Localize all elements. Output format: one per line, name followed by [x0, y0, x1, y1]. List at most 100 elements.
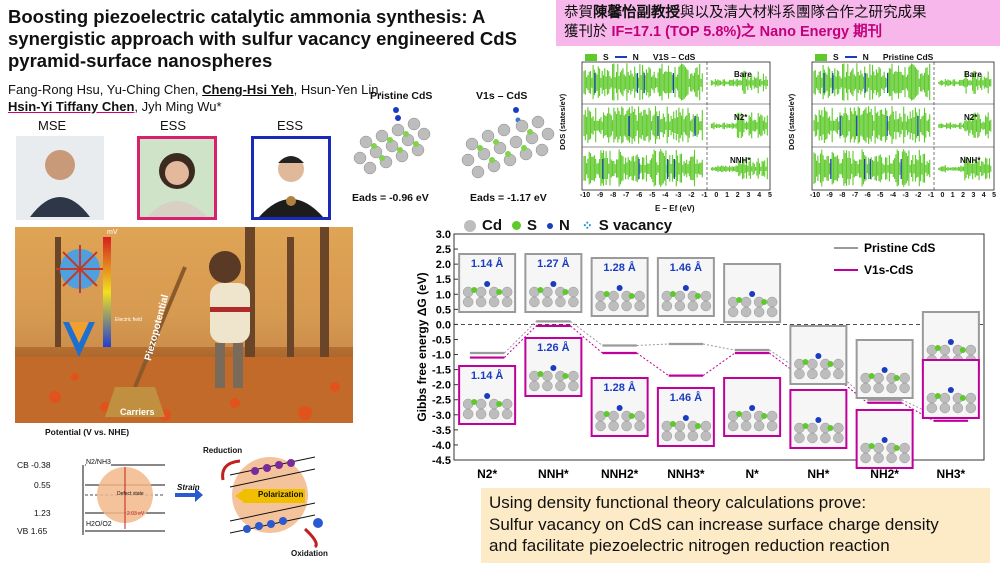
- intermediate-structure: 1.14 Å: [458, 253, 517, 313]
- dos-right-row-n2: N2*: [964, 113, 978, 122]
- legend-blue-swatch: [844, 56, 857, 58]
- dos-left-series: [583, 63, 768, 187]
- dos-xtick: -10: [580, 192, 591, 199]
- dos-left-panel: [581, 61, 771, 191]
- intermediate-structure: 1.26 Å: [524, 337, 583, 397]
- dos-xtick: 3: [746, 192, 751, 199]
- x-tick-label: NNH2*: [601, 467, 639, 481]
- author-photo-3: [251, 136, 331, 220]
- dos-xtick: 2: [735, 192, 740, 199]
- dos-xtick: 1: [950, 192, 955, 199]
- y-axis-label: Gibbs free energy ΔG (eV): [415, 272, 429, 421]
- n-atom-icon: [547, 222, 554, 229]
- dos-legend-s: S: [603, 52, 609, 62]
- intermediate-structure: [789, 389, 848, 449]
- cd-atom-icon: [464, 219, 476, 232]
- electric-field-label: Electric field: [115, 317, 142, 323]
- author-photo-1: [16, 136, 104, 220]
- affiliation-1: MSE: [38, 118, 67, 133]
- dos-plots: [581, 61, 995, 191]
- intermediate-structure: [855, 409, 914, 469]
- banner-journal: IF=17.1 (TOP 5.8%)之 Nano Energy 期刊: [611, 24, 883, 40]
- dos-xtick: -8: [839, 192, 846, 199]
- dos-xtick: 0: [714, 192, 719, 199]
- intermediate-structure: 1.14 Å: [458, 365, 517, 425]
- dos-xtick: -7: [623, 192, 630, 199]
- strain-label: Strain: [177, 483, 200, 492]
- dos-s-spectrum: [583, 63, 768, 101]
- energy-connector: [702, 352, 736, 377]
- dos-left-row-bare: Bare: [734, 70, 752, 79]
- pristine-structure-label: Pristine CdS: [370, 90, 433, 102]
- dos-s-spectrum: [813, 106, 992, 144]
- energy-connector: [835, 376, 868, 404]
- legend-cd: Cd: [482, 217, 502, 234]
- energy-connector: [503, 325, 537, 358]
- y-tick-label: -2.0: [432, 380, 451, 392]
- y-tick-label: -1.5: [432, 365, 451, 377]
- legend-s: S: [527, 217, 538, 234]
- y-tick-label: -4.0: [432, 440, 451, 452]
- dos-xtick: -2: [915, 192, 922, 199]
- bond-length-label: 1.26 Å: [537, 341, 569, 354]
- intermediate-structure: 1.46 Å: [656, 387, 715, 447]
- y-tick-label: -2.5: [432, 395, 451, 407]
- dos-right-row-bare: Bare: [964, 70, 982, 79]
- dos-left-row-n2: N2*: [734, 113, 748, 122]
- banner-professor: 陳馨怡副教授: [593, 5, 680, 21]
- dos-n-spectrum: [823, 73, 889, 93]
- energy-connector: [570, 320, 603, 346]
- x-tick-label: NH3*: [937, 467, 966, 481]
- dos-xtick: -1: [927, 192, 935, 199]
- bond-length-label: 1.28 Å: [603, 381, 635, 394]
- dos-xtick: -2: [688, 192, 695, 199]
- pristine-slab: [353, 107, 431, 175]
- dos-xtick: 0: [940, 192, 945, 199]
- dos-xtick: -6: [864, 192, 871, 199]
- legend-green-swatch: [585, 53, 597, 61]
- dos-right-title: Pristine CdS: [882, 52, 934, 62]
- y-tick-label: 2.5: [436, 244, 451, 256]
- intermediate-structure: 1.28 Å: [590, 377, 649, 437]
- authors-part1: Fang-Rong Hsu, Yu-Ching Chen,: [8, 82, 203, 97]
- authors-part3: , Jyh Ming Wu*: [134, 99, 222, 114]
- bond-length-label: 1.28 Å: [603, 261, 635, 274]
- conclusion-note: Using density functional theory calculat…: [481, 488, 990, 563]
- carriers-label: Carriers: [120, 407, 155, 417]
- affiliation-3: ESS: [277, 118, 304, 133]
- legend-blue-swatch: [614, 56, 627, 58]
- dos-left-xticks: -10 -9 -8 -7 -6 -5 -4 -3 -2 -1 0 1 2 3 4 5: [580, 192, 772, 199]
- s-atom-icon: [512, 221, 521, 230]
- author-highlight-1: Cheng-Hsi Yeh: [202, 82, 294, 97]
- dos-left-row-nnh: NNH*: [730, 156, 751, 165]
- adsorption-structures: [353, 107, 555, 179]
- vacancy-slab: [461, 107, 555, 179]
- dos-n-spectrum: [628, 116, 696, 136]
- vacancy-eads: Eads = -1.17 eV: [470, 192, 547, 204]
- dos-xtick: -8: [609, 192, 617, 199]
- energy-connector: [636, 343, 669, 346]
- dos-s-spectrum: [583, 149, 768, 187]
- oxidation-label: Oxidation: [291, 549, 328, 558]
- author-photo-2: [137, 136, 217, 220]
- dos-n-spectrum: [839, 116, 919, 136]
- bond-length-label: 1.46 Å: [670, 261, 702, 274]
- bond-length-label: 1.46 Å: [670, 391, 702, 404]
- dos-xtick: 5: [767, 192, 772, 199]
- dos-left-legend: S N V1S – CdS: [585, 52, 695, 62]
- x-tick-label: NNH*: [538, 467, 569, 481]
- intermediate-structure: 1.46 Å: [656, 257, 715, 317]
- intermediate-structure: 1.28 Å: [590, 257, 649, 317]
- intermediate-structure: [855, 339, 914, 399]
- note-line-1: Using density functional theory calculat…: [489, 493, 867, 512]
- y-tick-label: 2.0: [436, 259, 451, 271]
- bond-length-label: 1.14 Å: [471, 257, 503, 270]
- dos-xtick: -5: [877, 192, 884, 199]
- dos-xtick: -10: [810, 192, 821, 199]
- mv-label: mV: [107, 229, 118, 236]
- dos-xtick: 2: [961, 192, 966, 199]
- polarization-label: Polarization: [258, 490, 304, 499]
- band-title: Potential (V vs. NHE): [45, 427, 130, 437]
- dos-xtick: -3: [675, 192, 682, 199]
- y-tick-label: -4.5: [432, 455, 451, 467]
